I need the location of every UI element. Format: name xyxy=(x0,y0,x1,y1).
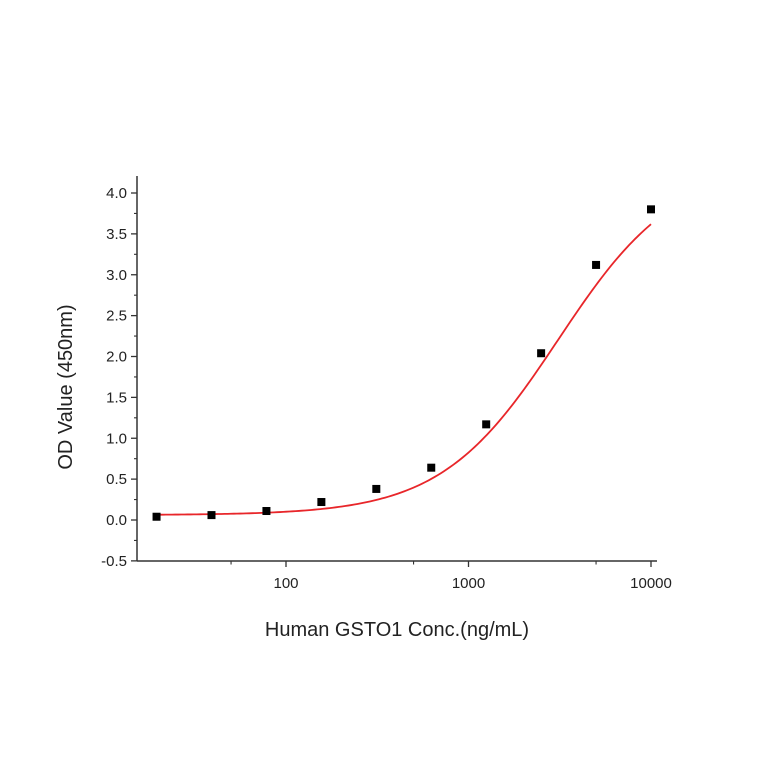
y-tick-label: 0.5 xyxy=(106,471,127,488)
y-tick-label: 3.5 xyxy=(106,226,127,243)
fit-curve xyxy=(156,223,652,516)
y-tick-label: 3.0 xyxy=(106,267,127,284)
data-point-marker xyxy=(482,420,491,429)
data-point-marker xyxy=(427,463,436,472)
tick-labels: -0.5 0.0 0.5 1.0 1.5 2.0 2.5 3.0 3.5 4.0 100 1000 10… xyxy=(101,185,672,592)
data-points xyxy=(152,205,655,521)
x-tick-label: 10000 xyxy=(630,575,672,592)
y-tick-label: 1.0 xyxy=(106,430,127,447)
data-point-marker xyxy=(592,260,601,269)
axes xyxy=(131,176,657,567)
data-point-marker xyxy=(262,507,271,516)
x-tick-label: 100 xyxy=(273,575,298,592)
y-tick-label: 2.5 xyxy=(106,308,127,325)
data-point-marker xyxy=(207,511,216,520)
y-tick-label: 4.0 xyxy=(106,185,127,202)
data-point-marker xyxy=(317,498,326,507)
x-tick-label: 1000 xyxy=(452,575,485,592)
y-tick-label: 1.5 xyxy=(106,389,127,406)
data-point-marker xyxy=(372,484,381,493)
y-tick-label: 0.0 xyxy=(106,512,127,529)
y-axis-title: OD Value (450nm) xyxy=(55,304,77,469)
x-axis-title: Human GSTO1 Conc.(ng/mL) xyxy=(265,619,529,641)
data-point-marker xyxy=(537,349,546,358)
y-tick-label: 2.0 xyxy=(106,349,127,366)
fit-curve-path xyxy=(156,223,652,516)
y-tick-label: -0.5 xyxy=(101,553,127,570)
data-point-marker xyxy=(152,512,161,521)
data-point-marker xyxy=(647,205,655,214)
